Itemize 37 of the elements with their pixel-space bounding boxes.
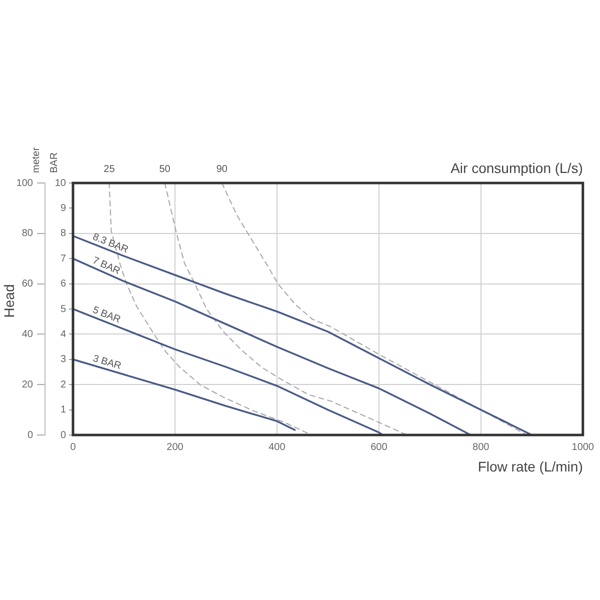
y2-tick-label: 100 xyxy=(16,178,34,189)
series-label: 50 xyxy=(159,164,171,175)
y2-axis-title: meter xyxy=(30,146,42,173)
line-series xyxy=(164,183,408,435)
y2-tick-label: 20 xyxy=(22,379,34,390)
text: Head xyxy=(0,284,17,318)
y2-tick-label: 80 xyxy=(22,228,34,240)
y2-tick-label: 60 xyxy=(22,278,34,290)
x-tick-label: 1000 xyxy=(572,442,594,453)
x-tick-label: 400 xyxy=(268,442,286,453)
x-axis-title: Flow rate (L/min) xyxy=(478,458,583,474)
line-series xyxy=(221,183,528,435)
x-tick-label: 800 xyxy=(472,442,490,453)
y-tick-label: 8 xyxy=(60,228,66,240)
y-tick-label: 10 xyxy=(54,178,66,189)
x-tick-label: 0 xyxy=(70,442,76,453)
y-tick-label: 9 xyxy=(60,202,66,214)
series-label: 25 xyxy=(104,164,116,175)
y2-tick-label: 40 xyxy=(22,328,34,340)
y2-tick-label: 0 xyxy=(27,430,34,441)
text: 5 BAR xyxy=(91,304,122,326)
y-tick-label: 3 xyxy=(60,354,66,366)
y-tick-label: 2 xyxy=(60,379,66,390)
text: 7 BAR xyxy=(90,255,122,278)
x-tick-label: 200 xyxy=(166,442,184,453)
y-tick-label: 0 xyxy=(60,430,66,441)
y-tick-label: 5 xyxy=(60,304,66,315)
series-label: 90 xyxy=(216,164,228,175)
y-tick-label: 7 xyxy=(60,253,66,264)
y-axis-title: BAR xyxy=(48,152,60,173)
y-tick-label: 6 xyxy=(60,278,66,290)
x-tick-label: 600 xyxy=(370,442,388,453)
text: 8.3 BAR xyxy=(91,232,130,256)
y-tick-label: 4 xyxy=(60,328,66,340)
text: 3 BAR xyxy=(92,353,122,372)
y-tick-label: 1 xyxy=(60,404,66,416)
text: Air consumption (L/s) xyxy=(450,160,583,176)
